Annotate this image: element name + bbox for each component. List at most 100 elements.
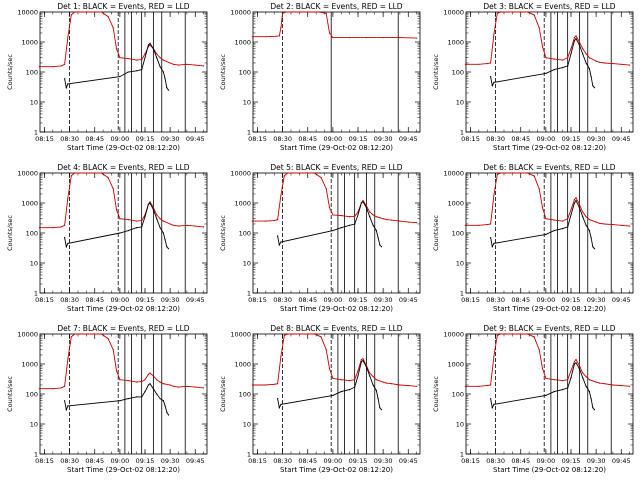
lld-data-point bbox=[74, 333, 76, 335]
events-data-point bbox=[332, 230, 334, 232]
y-tick-label: 1 bbox=[34, 451, 38, 459]
x-tick-label: 08:30 bbox=[486, 296, 505, 304]
lld-data-point bbox=[156, 214, 158, 216]
events-data-point bbox=[490, 398, 492, 400]
lld-data-point bbox=[328, 368, 331, 370]
events-data-point bbox=[167, 248, 170, 250]
events-data-point bbox=[590, 398, 592, 400]
x-tick-label: 08:30 bbox=[273, 296, 292, 304]
y-tick-label: 1 bbox=[460, 129, 464, 137]
lld-data-point bbox=[38, 388, 41, 390]
lld-data-point bbox=[277, 383, 279, 385]
lld-data-point bbox=[486, 63, 488, 65]
lld-data-point bbox=[328, 32, 331, 34]
events-data-point bbox=[578, 44, 581, 46]
chart-panel-9: Det 9: BLACK = Events, RED = LLD Start Ti… bbox=[432, 324, 634, 474]
events-data-point bbox=[67, 405, 69, 407]
y-tick-label: 10 bbox=[456, 260, 464, 268]
events-data-point bbox=[152, 48, 154, 50]
lld-data-point bbox=[60, 65, 62, 67]
lld-data-point bbox=[354, 215, 356, 217]
x-tick-label: 09:45 bbox=[186, 135, 205, 143]
events-data-point bbox=[578, 207, 581, 209]
events-data-point bbox=[127, 71, 129, 73]
y-tick-label: 10000 bbox=[230, 331, 251, 339]
x-tick-label: 08:15 bbox=[248, 457, 267, 465]
events-data-point bbox=[575, 38, 577, 40]
lld-data-point bbox=[147, 373, 149, 375]
events-data-point bbox=[362, 360, 364, 362]
lld-data-point bbox=[390, 383, 393, 385]
events-data-point bbox=[119, 400, 121, 402]
plot-frame bbox=[39, 333, 208, 455]
chart-title: Det 2: BLACK = Events, RED = LLD bbox=[270, 2, 402, 11]
events-data-point bbox=[575, 362, 577, 364]
events-data-point bbox=[141, 226, 143, 228]
lld-data-point bbox=[282, 12, 284, 14]
x-tick-label: 09:45 bbox=[399, 296, 418, 304]
x-tick-label: 08:30 bbox=[486, 135, 505, 143]
lld-data-point bbox=[588, 219, 591, 221]
plot-frame bbox=[39, 11, 208, 133]
x-tick-label: 09:45 bbox=[399, 135, 418, 143]
events-data-point bbox=[156, 393, 158, 395]
lld-data-point bbox=[490, 384, 492, 386]
lld-data-point bbox=[399, 220, 401, 222]
lld-data-point bbox=[100, 11, 102, 13]
x-tick-label: 09:15 bbox=[349, 135, 368, 143]
x-tick-label: 09:00 bbox=[537, 135, 556, 143]
y-tick-label: 10000 bbox=[230, 170, 251, 178]
events-data-point bbox=[553, 230, 555, 232]
y-tick-label: 10000 bbox=[443, 331, 464, 339]
lld-data-point bbox=[505, 172, 507, 174]
lld-data-point bbox=[67, 358, 69, 360]
events-data-point bbox=[65, 246, 67, 248]
lld-data-point bbox=[478, 63, 480, 65]
lld-data-point bbox=[74, 11, 76, 13]
lld-data-point bbox=[526, 172, 529, 174]
x-tick-label: 09:45 bbox=[186, 296, 205, 304]
lld-data-point bbox=[159, 381, 161, 383]
x-tick-label: 08:45 bbox=[298, 135, 317, 143]
events-data-point bbox=[372, 384, 374, 386]
y-tick-label: 1 bbox=[247, 451, 251, 459]
lld-data-point bbox=[541, 46, 544, 48]
events-data-point bbox=[340, 391, 342, 393]
lld-data-point bbox=[251, 36, 253, 38]
lld-data-point bbox=[162, 220, 164, 222]
lld-data-point bbox=[332, 214, 334, 216]
lld-data-point bbox=[490, 223, 492, 225]
events-data-point bbox=[147, 44, 149, 46]
chart-title: Det 4: BLACK = Events, RED = LLD bbox=[57, 163, 189, 172]
lld-data-point bbox=[585, 376, 587, 378]
lld-data-point bbox=[382, 381, 384, 383]
x-tick-label: 08:15 bbox=[35, 457, 54, 465]
lld-data-point bbox=[115, 48, 118, 50]
lld-data-point bbox=[520, 333, 522, 335]
lld-data-point bbox=[265, 36, 267, 38]
lld-data-point bbox=[70, 175, 72, 177]
y-tick-label: 100 bbox=[452, 391, 464, 399]
y-axis-label: Counts/sec bbox=[219, 54, 227, 90]
lld-data-point bbox=[144, 53, 146, 55]
events-data-point bbox=[159, 398, 161, 400]
lld-data-point bbox=[141, 220, 143, 222]
y-axis-label: Counts/sec bbox=[6, 376, 14, 412]
lld-data-point bbox=[119, 379, 121, 381]
lld-data-point bbox=[520, 11, 522, 13]
lld-data-point bbox=[585, 216, 587, 218]
lld-data-point bbox=[251, 220, 253, 222]
events-data-point bbox=[493, 403, 495, 405]
lld-data-point bbox=[38, 66, 41, 68]
lld-data-point bbox=[100, 172, 102, 174]
events-data-point bbox=[360, 361, 362, 363]
events-data-point bbox=[67, 242, 69, 244]
lld-series-line bbox=[252, 172, 417, 224]
events-data-point bbox=[585, 62, 587, 64]
lld-data-point bbox=[70, 14, 72, 16]
events-data-point bbox=[136, 396, 138, 398]
y-tick-label: 10 bbox=[30, 421, 38, 429]
lld-data-point bbox=[325, 188, 327, 190]
events-data-point bbox=[277, 398, 279, 400]
lld-data-point bbox=[526, 333, 529, 335]
